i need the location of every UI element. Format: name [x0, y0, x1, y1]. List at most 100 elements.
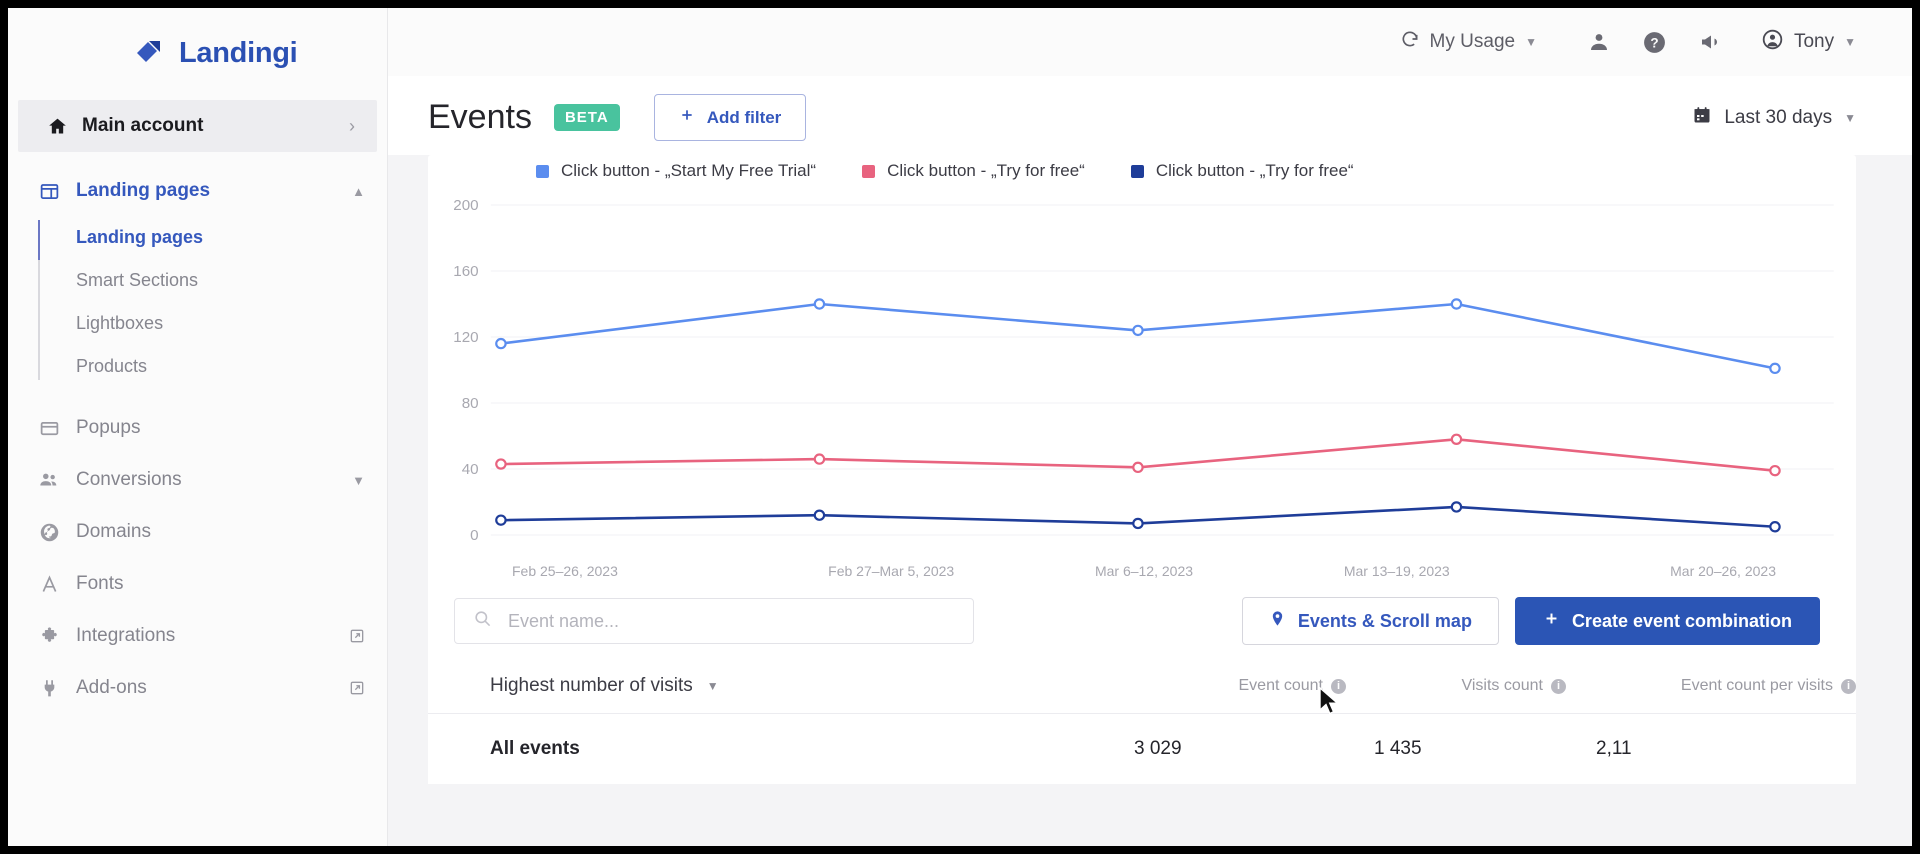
my-usage-menu[interactable]: My Usage ▼: [1400, 29, 1537, 55]
legend-item[interactable]: Click button - „Start My Free Trial“: [536, 161, 816, 181]
sort-label: Highest number of visits: [490, 675, 693, 696]
chevron-right-icon: ›: [349, 115, 355, 136]
popup-window-icon: [38, 417, 60, 439]
legend-swatch: [862, 164, 876, 178]
active-rail: [38, 220, 40, 260]
events-scroll-map-button[interactable]: Events & Scroll map: [1241, 597, 1499, 645]
svg-text:200: 200: [453, 197, 478, 214]
svg-text:160: 160: [453, 263, 478, 280]
sidebar-item-smart-sections[interactable]: Smart Sections: [76, 270, 199, 290]
calendar-icon: [1692, 105, 1712, 131]
legend-label: Click button - „Try for free“: [1155, 161, 1354, 180]
sidebar-item-label: Conversions: [76, 469, 182, 490]
svg-text:40: 40: [462, 461, 479, 478]
x-tick-label: Mar 20–26, 2023: [1670, 563, 1776, 579]
create-event-combination-button[interactable]: Create event combination: [1514, 597, 1820, 645]
row-event-count: 3 029: [1134, 738, 1182, 759]
chevron-down-icon: ▼: [1844, 110, 1856, 125]
info-icon[interactable]: i: [1551, 678, 1566, 694]
sidebar-item-popups[interactable]: Popups: [8, 402, 387, 454]
sort-dropdown[interactable]: Highest number of visits ▼: [428, 675, 1096, 697]
sidebar-subnav-landing-pages: Landing pages Smart Sections Lightboxes …: [38, 216, 387, 388]
app-window: Landingi Main account › Land: [8, 8, 1912, 846]
sidebar-item-label: Domains: [76, 521, 151, 542]
chevron-down-icon[interactable]: ▼: [352, 472, 365, 488]
chevron-up-icon[interactable]: ▲: [352, 183, 365, 199]
plus-icon: [1543, 610, 1560, 632]
row-visits-count: 1 435: [1374, 738, 1422, 759]
user-name: Tony: [1793, 31, 1835, 52]
legend-item[interactable]: Click button - „Try for free“: [862, 161, 1085, 181]
sidebar-nav: Landing pages ▲ Landing pages Smart Sect…: [8, 152, 387, 714]
column-header-visits-count: Visits count i: [1346, 677, 1566, 695]
sidebar-item-conversions[interactable]: Conversions ▼: [8, 454, 387, 506]
my-usage-label: My Usage: [1429, 31, 1516, 52]
legend-swatch: [536, 164, 549, 178]
sidebar-item-integrations[interactable]: Integrations: [8, 610, 387, 662]
megaphone-icon[interactable]: [1683, 14, 1739, 70]
column-label: Visits count: [1461, 677, 1543, 694]
plug-icon: [38, 677, 60, 699]
search-icon: [473, 609, 492, 633]
gauge-icon: [1400, 29, 1420, 55]
add-filter-label: Add filter: [706, 107, 782, 127]
sidebar-item-lightboxes[interactable]: Lightboxes: [76, 313, 164, 333]
info-icon[interactable]: i: [1841, 678, 1856, 694]
page-header: Events BETA Add filter: [388, 76, 1912, 155]
create-event-combination-label: Create event combination: [1571, 610, 1792, 631]
x-tick-label: Feb 27–Mar 5, 2023: [828, 563, 955, 579]
chart-legend: Click button - „Start My Free Trial“ Cli…: [428, 155, 1856, 181]
chevron-down-icon: ▼: [706, 679, 719, 693]
column-label: Event count per visits: [1680, 677, 1833, 694]
font-a-icon: [38, 573, 60, 595]
sidebar-item-fonts[interactable]: Fonts: [8, 558, 387, 610]
search-input[interactable]: [508, 610, 955, 632]
puzzle-icon: [38, 625, 60, 647]
brand-logo-area[interactable]: Landingi: [8, 8, 387, 92]
mouse-cursor: [1319, 687, 1340, 715]
events-toolbar: Events & Scroll map Create event combina…: [428, 587, 1856, 657]
chart-x-axis-labels: Feb 25–26, 2023 Feb 27–Mar 5, 2023 Mar 6…: [428, 563, 1856, 579]
contacts-icon[interactable]: [1571, 14, 1627, 70]
events-scroll-map-label: Events & Scroll map: [1297, 610, 1472, 631]
sidebar-item-add-ons[interactable]: Add-ons: [8, 662, 387, 714]
legend-item[interactable]: Click button - „Try for free“: [1130, 161, 1354, 181]
home-icon: [46, 115, 68, 137]
help-circle-icon[interactable]: ?: [1627, 14, 1683, 70]
events-card: Click button - „Start My Free Trial“ Cli…: [428, 155, 1856, 784]
sidebar-item-products[interactable]: Products: [76, 356, 148, 376]
sidebar-item-domains[interactable]: Domains: [8, 506, 387, 558]
sidebar-item-label: Add-ons: [76, 677, 147, 698]
user-menu[interactable]: Tony ▼: [1761, 28, 1856, 57]
external-link-icon: [349, 628, 365, 644]
column-label: Event count: [1238, 677, 1324, 694]
sidebar-group-landing-pages[interactable]: Landing pages ▲: [8, 166, 387, 216]
page-title: Events: [428, 98, 532, 136]
external-link-icon: [349, 680, 365, 696]
add-filter-button[interactable]: Add filter: [653, 94, 807, 141]
sidebar: Landingi Main account › Land: [8, 8, 388, 846]
sidebar-item-label: Integrations: [76, 625, 176, 646]
sidebar-item-label: Popups: [76, 417, 141, 438]
info-icon[interactable]: i: [1331, 678, 1346, 694]
chevron-down-icon: ▼: [1844, 35, 1856, 49]
chevron-down-icon: ▼: [1525, 35, 1537, 49]
row-ratio: 2,11: [1596, 738, 1632, 759]
sidebar-item-landing-pages[interactable]: Landing pages: [76, 227, 204, 247]
legend-label: Click button - „Start My Free Trial“: [561, 161, 817, 180]
svg-text:0: 0: [470, 527, 478, 544]
sidebar-item-main-account[interactable]: Main account ›: [18, 100, 377, 152]
globe-icon: [38, 521, 60, 543]
events-line-chart: 0 40 80 120 160 200 Feb 25–26, 2023 Feb 27–Ma…: [428, 187, 1856, 715]
table-row[interactable]: All events 3 029 1 435 2,11: [428, 714, 1856, 784]
column-header-event-count: Event count i: [1096, 677, 1346, 695]
main-account-label: Main account: [82, 115, 204, 136]
main-area: My Usage ▼ ?: [388, 8, 1912, 846]
date-range-picker[interactable]: Last 30 days ▼: [1692, 105, 1856, 131]
search-input-wrapper[interactable]: [454, 598, 974, 644]
legend-swatch: [1130, 164, 1144, 178]
date-range-label: Last 30 days: [1724, 106, 1833, 128]
sidebar-item-label: Fonts: [76, 573, 124, 594]
sidebar-group-label: Landing pages: [76, 180, 211, 201]
map-pin-icon: [1269, 610, 1286, 632]
